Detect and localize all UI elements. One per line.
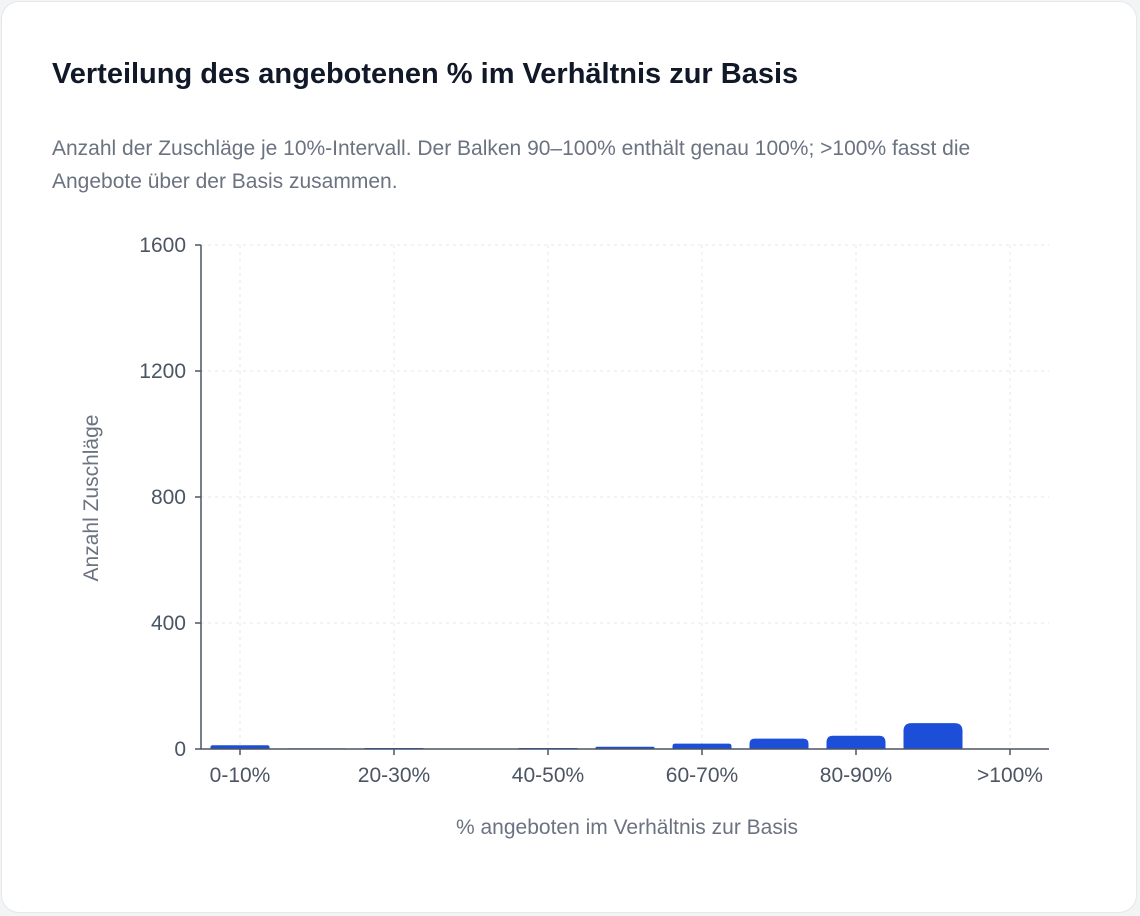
- y-axis-label: Anzahl Zuschläge: [80, 415, 103, 582]
- x-axis-label: % angeboten im Verhältnis zur Basis: [456, 816, 798, 839]
- chart-subtitle: Anzahl der Zuschläge je 10%-Intervall. D…: [52, 137, 971, 193]
- axes: [195, 244, 1049, 755]
- x-tick-label: 40-50%: [512, 764, 584, 787]
- x-tick-label: 0-10%: [210, 764, 271, 787]
- x-tick-label: 20-30%: [358, 764, 430, 787]
- chart-title: Verteilung des angebotenen % im Verhältn…: [52, 58, 799, 90]
- bar-0-10%[interactable]: [210, 745, 270, 749]
- y-tick-label: 800: [151, 486, 186, 509]
- y-tick-label: 1200: [139, 360, 186, 383]
- bars: [210, 723, 963, 749]
- bar-60-70%[interactable]: [672, 743, 732, 749]
- x-tick-labels: 0-10% 20-30% 40-50% 60-70% 80-90% >100%: [210, 764, 1043, 787]
- x-tick-label: 60-70%: [666, 764, 738, 787]
- y-tick-label: 400: [151, 612, 186, 635]
- x-tick-label: >100%: [977, 764, 1043, 787]
- x-tick-label: 80-90%: [820, 764, 892, 787]
- y-tick-labels: 0 400 800 1200 1600: [139, 234, 186, 761]
- grid-lines: [201, 244, 1049, 749]
- bar-80-90%[interactable]: [826, 735, 886, 749]
- bar-70-80%[interactable]: [749, 738, 809, 749]
- bar-90-100%[interactable]: [903, 723, 963, 749]
- y-tick-label: 1600: [139, 234, 186, 257]
- y-tick-label: 0: [174, 738, 186, 761]
